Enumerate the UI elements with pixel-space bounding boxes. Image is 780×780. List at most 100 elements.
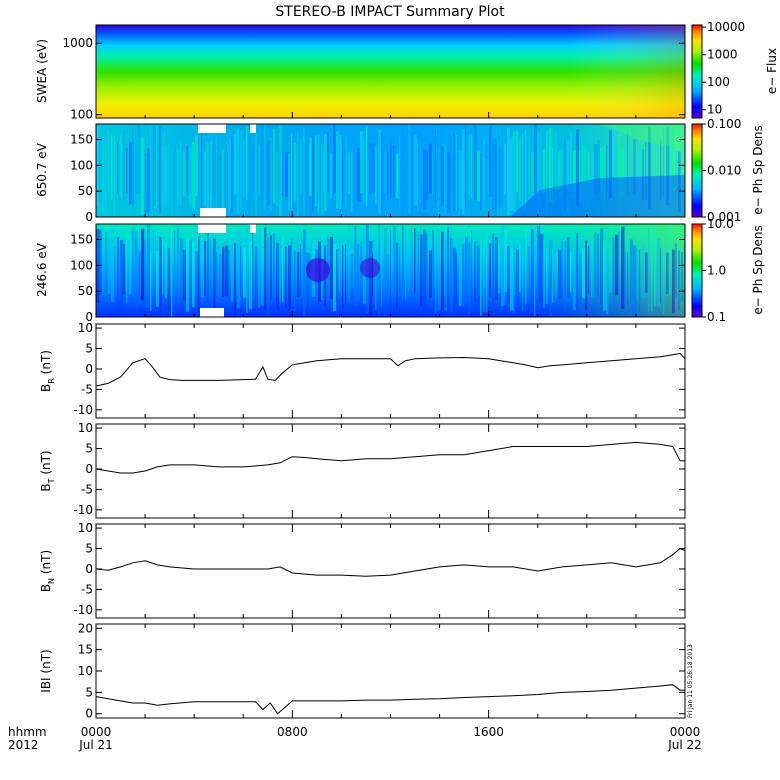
spectrogram-stripe (639, 249, 641, 314)
time-tick-date: Jul 21 (78, 738, 113, 752)
panel-ytick-label: -10 (73, 503, 93, 517)
spectrogram-stripe (624, 252, 626, 313)
spectrogram-stripe (276, 152, 279, 207)
panel-ytick-label: 10 (78, 421, 93, 435)
spectrogram-stripe (348, 224, 350, 302)
spectrogram-stripe (198, 236, 200, 310)
time-tick-date: Jul 22 (667, 738, 702, 752)
spectrogram-stripe (402, 224, 404, 295)
time-tick-label: 0000 (670, 725, 701, 739)
colorbar-tick-label: 0.1 (707, 310, 726, 324)
spectrogram-stripe (231, 238, 234, 302)
spectrogram-stripe (642, 148, 645, 201)
pad-246-gap-top2 (250, 224, 256, 233)
spec-ytick-label: 50 (78, 184, 93, 198)
spectrogram-stripe (282, 235, 284, 302)
spectrogram-stripe (633, 139, 636, 195)
panel-ylabel-unit: (nT) (39, 550, 53, 578)
spectrogram-stripe (462, 244, 465, 308)
spectrogram-stripe (432, 229, 434, 301)
spectrogram-stripe (417, 138, 419, 213)
spectrogram-stripe (297, 251, 300, 297)
spectrogram-stripe (132, 227, 135, 303)
colorbar-tick-label: 10 (707, 103, 722, 117)
spectrogram-stripe (573, 150, 576, 197)
spectrogram-stripe (234, 243, 236, 315)
spectrogram-stripe (438, 146, 440, 215)
spectrogram-stripe (312, 136, 314, 212)
spectrogram-stripe (204, 240, 207, 296)
colorbar-tick-label: 0.100 (707, 117, 741, 131)
spectrogram-stripe (210, 140, 212, 209)
spectrogram-stripe (630, 239, 633, 312)
spectrogram-stripe (411, 226, 413, 313)
spectrogram-stripe (483, 139, 485, 211)
spectrogram-stripe (207, 229, 210, 317)
spectrogram-stripe (132, 128, 134, 209)
spectrogram-stripe (423, 148, 426, 210)
spectrogram-stripe (135, 230, 138, 307)
spectrogram-stripe (381, 132, 383, 209)
spectrogram-stripe (123, 244, 126, 295)
spec-ytick-label: 50 (78, 284, 93, 298)
spectrogram-stripe (315, 135, 317, 207)
spectrogram-stripe (168, 144, 170, 203)
spectrogram-stripe (201, 236, 204, 298)
spectrogram-stripe (222, 246, 225, 297)
spectrogram-stripe (615, 139, 617, 205)
spectrogram-stripe (576, 232, 579, 311)
spectrogram-stripe (669, 127, 671, 216)
spectrogram-stripe (525, 228, 528, 304)
spectrogram-stripe (162, 235, 164, 295)
spec-ytick-label: 100 (70, 158, 93, 172)
spectrogram-stripe (243, 141, 245, 199)
spectrogram-stripe (288, 153, 291, 211)
spectrogram-stripe (399, 247, 401, 294)
spectrogram-stripe (339, 134, 342, 209)
spectrogram-stripe (417, 231, 420, 302)
spectrogram-stripe (216, 251, 218, 297)
spectrogram-stripe (528, 246, 530, 299)
panel-frame (95, 623, 686, 719)
spectrogram-stripe (174, 153, 176, 204)
series-line-BR (95, 352, 686, 387)
spectrogram-stripe (336, 249, 338, 303)
spectrogram-stripe (291, 238, 293, 294)
spectrogram-stripe (258, 145, 260, 196)
spectrogram-stripe (612, 237, 615, 309)
spectrogram-stripe (573, 249, 576, 311)
spectrogram-stripe (309, 253, 311, 308)
spectrogram-stripe (294, 251, 296, 312)
spectrogram-stripe (468, 242, 471, 314)
spectrogram-stripe (219, 253, 223, 298)
spectrogram-stripe (306, 252, 310, 310)
spectrogram-stripe (333, 125, 336, 195)
spectrogram-stripe (153, 126, 156, 206)
spectrogram-stripe (279, 230, 281, 303)
spectrogram-stripe (645, 142, 647, 200)
panel-ylabel: BT (nT) (39, 450, 56, 491)
spectrogram-stripe (453, 133, 456, 211)
spectrogram-stripe (555, 130, 558, 201)
panel-ytick-label: -10 (73, 603, 93, 617)
spectrogram-stripe (462, 129, 465, 215)
spectrogram-stripe (444, 144, 447, 215)
spectrogram-stripe (141, 136, 145, 216)
time-axis-hhmm-label: hhmm (8, 725, 47, 739)
pad-650-gap-bottom (200, 208, 226, 217)
swea-colorbar (691, 24, 703, 119)
spectrogram-stripe (207, 142, 209, 213)
swea-colorbar-label: e− Flux (765, 48, 779, 94)
spectrogram-stripe (213, 135, 215, 196)
spectrogram-stripe (429, 250, 432, 298)
spectrogram-stripe (567, 237, 570, 298)
pad-650-spectrogram (96, 124, 685, 217)
spectrogram-stripe (168, 247, 170, 312)
panel-ylabel-sub: T (47, 478, 56, 484)
spectrogram-stripe (381, 243, 383, 306)
colorbar-tick-label: 1000 (707, 48, 738, 62)
pad-650-colorbar (691, 123, 703, 218)
panel-ytick-label: 10 (78, 664, 93, 678)
spectrogram-stripe (183, 249, 187, 301)
spectrogram-stripe (498, 147, 502, 208)
